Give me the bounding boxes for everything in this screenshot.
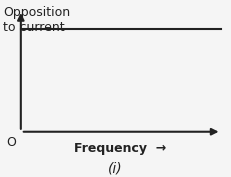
- Text: Frequency  →: Frequency →: [74, 142, 166, 155]
- Text: Opposition
to current: Opposition to current: [3, 6, 70, 34]
- Text: (i): (i): [108, 161, 123, 175]
- Text: O: O: [6, 136, 16, 149]
